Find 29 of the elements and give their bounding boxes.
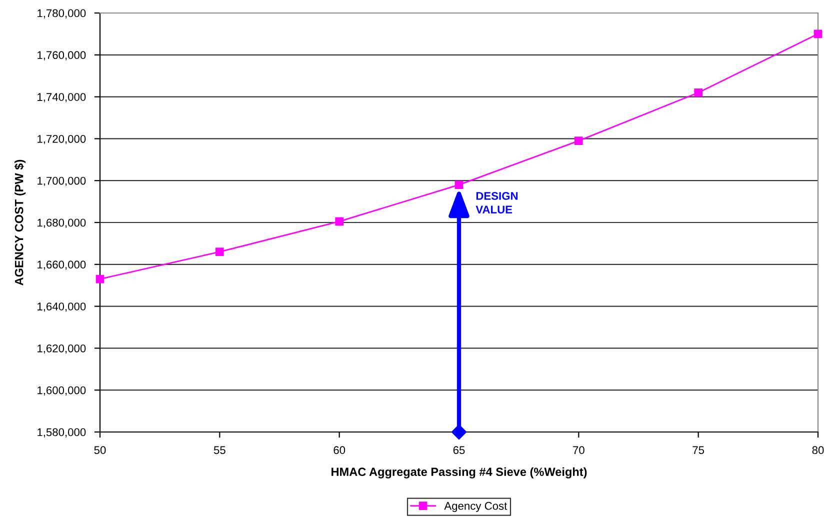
x-tick-label: 70 xyxy=(573,446,584,454)
point xyxy=(96,274,104,284)
y-tick-label: 1,620,000 xyxy=(38,344,86,354)
y-tick-label: 1,720,000 xyxy=(38,134,86,144)
y-tick-label: 1,640,000 xyxy=(38,302,86,312)
y-tick-label: 1,660,000 xyxy=(38,260,86,270)
point xyxy=(335,217,344,226)
y-axis-title: AGENCY COST (PW $) xyxy=(14,160,26,286)
point xyxy=(814,30,822,38)
y-tick-label: 1,680,000 xyxy=(38,218,86,228)
x-tick-label: 55 xyxy=(214,446,226,454)
x-tick-label: 50 xyxy=(94,446,106,454)
point xyxy=(574,136,583,145)
y-tick-label: 1,740,000 xyxy=(38,93,86,102)
y-tick-label: 1,600,000 xyxy=(38,386,86,396)
y-tick-label: 1,780,000 xyxy=(38,9,86,18)
point xyxy=(216,248,224,256)
point xyxy=(454,180,464,189)
point xyxy=(694,88,702,97)
x-tick-label: 75 xyxy=(692,446,704,454)
x-tick-label: 60 xyxy=(334,446,346,454)
y-tick-label: 1,700,000 xyxy=(38,176,86,186)
y-tick-label: 1,760,000 xyxy=(38,51,86,60)
x-tick-label: 65 xyxy=(453,446,465,454)
x-axis-title: HMAC Aggregate Passing #4 Sieve (%Weight) xyxy=(332,467,587,478)
y-tick-label: 1,580,000 xyxy=(38,428,86,438)
annotation: DESIGN VALUE xyxy=(476,192,518,214)
x-tick-label: 80 xyxy=(812,446,824,454)
legend-label: Agency Cost xyxy=(444,502,508,512)
